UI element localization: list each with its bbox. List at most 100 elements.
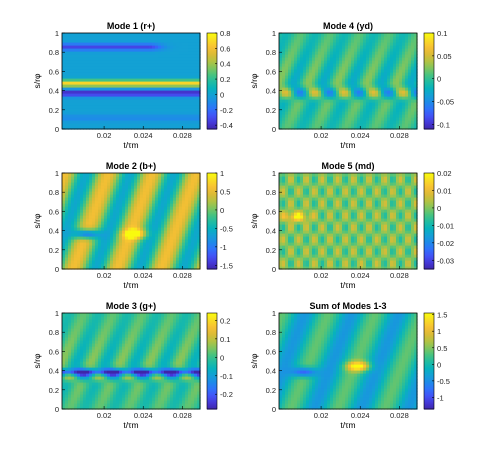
heatmap-cell: [399, 120, 403, 124]
heatmap-cell: [191, 66, 195, 70]
heatmap-cell: [113, 215, 117, 219]
heatmap-cell: [68, 254, 72, 258]
heatmap-cell: [399, 87, 403, 91]
heatmap-cell: [95, 60, 99, 64]
heatmap-cell: [384, 108, 388, 112]
heatmap-cell: [116, 209, 120, 213]
heatmap-cell: [306, 36, 310, 40]
heatmap-cell: [155, 200, 159, 204]
heatmap-cell: [369, 60, 373, 64]
heatmap-cell: [291, 239, 295, 243]
heatmap-cell: [77, 39, 81, 43]
heatmap-cell: [399, 111, 403, 115]
heatmap-cell: [125, 69, 129, 73]
heatmap-cell: [408, 36, 412, 40]
heatmap-cell: [378, 117, 382, 121]
heatmap-cell: [68, 57, 72, 61]
heatmap-cell: [110, 209, 114, 213]
heatmap-cell: [351, 123, 355, 127]
heatmap-cell: [80, 84, 84, 88]
heatmap-cell: [116, 212, 120, 216]
heatmap-cell: [62, 39, 66, 43]
heatmap-cell: [185, 179, 189, 183]
heatmap-cell: [306, 239, 310, 243]
heatmap-cell: [414, 120, 418, 124]
heatmap-cell: [182, 254, 186, 258]
heatmap-cell: [197, 224, 201, 228]
heatmap-cell: [185, 251, 189, 255]
heatmap-cell: [306, 48, 310, 52]
heatmap-cell: [357, 108, 361, 112]
y-tick-label: 0: [55, 265, 59, 274]
heatmap-cell: [170, 251, 174, 255]
heatmap-cell: [303, 257, 307, 261]
heatmap-cell: [122, 48, 126, 52]
colorbar-segment: [207, 255, 217, 258]
heatmap-cell: [372, 99, 376, 103]
heatmap-cell: [164, 126, 168, 130]
heatmap-cell: [161, 78, 165, 82]
heatmap-cell: [101, 63, 105, 67]
heatmap-cell: [71, 87, 75, 91]
heatmap-cell: [176, 111, 180, 115]
heatmap-cell: [294, 248, 298, 252]
heatmap-cell: [77, 263, 81, 267]
heatmap-cell: [294, 72, 298, 76]
heatmap-cell: [152, 33, 156, 37]
heatmap-cell: [89, 248, 93, 252]
heatmap-cell: [167, 266, 171, 270]
heatmap-cell: [158, 54, 162, 58]
heatmap-cell: [327, 96, 331, 100]
heatmap-cell: [176, 251, 180, 255]
heatmap-cell: [291, 54, 295, 58]
heatmap-cell: [80, 212, 84, 216]
heatmap-cell: [300, 257, 304, 261]
colorbar-segment: [207, 105, 217, 108]
heatmap-cell: [80, 36, 84, 40]
heatmap-cell: [408, 99, 412, 103]
heatmap-cell: [327, 39, 331, 43]
heatmap-cell: [279, 90, 283, 94]
heatmap-cell: [294, 96, 298, 100]
heatmap-cell: [83, 227, 87, 231]
heatmap-cell: [333, 114, 337, 118]
heatmap-cell: [152, 57, 156, 61]
heatmap-cell: [62, 45, 66, 49]
heatmap-cell: [167, 99, 171, 103]
heatmap-cell: [116, 93, 120, 97]
heatmap-cell: [336, 33, 340, 37]
heatmap-cell: [89, 197, 93, 201]
heatmap-cell: [62, 66, 66, 70]
heatmap-cell: [191, 227, 195, 231]
colorbar-segment: [207, 103, 217, 106]
heatmap-cell: [369, 75, 373, 79]
heatmap-cell: [279, 75, 283, 79]
heatmap-cell: [294, 203, 298, 207]
heatmap-cell: [146, 242, 150, 246]
heatmap-cell: [309, 39, 313, 43]
heatmap-cell: [155, 66, 159, 70]
heatmap-cell: [297, 197, 301, 201]
heatmap-cell: [282, 194, 286, 198]
heatmap-cell: [131, 93, 135, 97]
heatmap-cell: [164, 81, 168, 85]
heatmap-cell: [80, 233, 84, 237]
heatmap-cell: [179, 120, 183, 124]
heatmap-cell: [71, 215, 75, 219]
heatmap-cell: [152, 248, 156, 252]
heatmap-cell: [405, 69, 409, 73]
heatmap-cell: [125, 251, 129, 255]
heatmap-cell: [351, 63, 355, 67]
heatmap-cell: [71, 230, 75, 234]
heatmap-cell: [321, 33, 325, 37]
colorbar-segment: [424, 127, 434, 130]
heatmap-cell: [155, 36, 159, 40]
heatmap-cell: [89, 209, 93, 213]
heatmap-cell: [291, 227, 295, 231]
heatmap-cell: [176, 36, 180, 40]
heatmap-cell: [288, 197, 292, 201]
heatmap-cell: [306, 69, 310, 73]
heatmap-cell: [279, 93, 283, 97]
heatmap-cell: [107, 120, 111, 124]
heatmap-cell: [134, 36, 138, 40]
